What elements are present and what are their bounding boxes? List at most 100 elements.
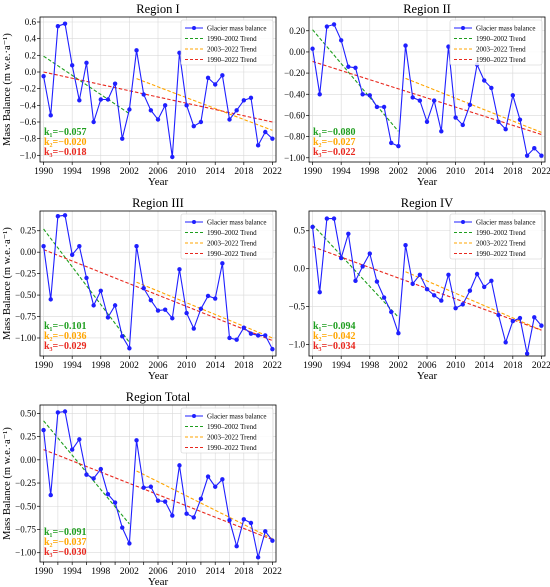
- legend: Glacier mass balance 1990–2002 Trend 2003–…: [180, 407, 274, 454]
- legend-swatch-marker: [192, 220, 196, 224]
- data-point: [424, 119, 430, 124]
- data-point: [403, 43, 408, 48]
- legend-item: 2003–2022 Trend: [454, 46, 526, 54]
- chart-title: Region IV: [401, 196, 453, 210]
- x-tick-label: 2002: [120, 361, 139, 371]
- slope-annotation: k₁=−0.080: [313, 127, 355, 138]
- data-point: [170, 513, 175, 518]
- x-tick-label: 2006: [149, 361, 168, 371]
- x-tick-label: 2022: [263, 361, 282, 371]
- x-tick-label: 2010: [177, 567, 196, 577]
- data-point: [48, 113, 53, 118]
- y-tick-label: −0.40: [284, 89, 305, 99]
- data-point: [263, 333, 268, 338]
- data-point: [41, 73, 46, 79]
- chart-title: Region I: [136, 2, 179, 16]
- data-point: [381, 295, 387, 300]
- chart-panel: 1990 1994 1998 2002 2006 2010 2014 2018 2022 −1.0…: [2, 196, 282, 382]
- data-point: [155, 117, 161, 122]
- y-tick-label: 0.25: [20, 432, 36, 442]
- data-point: [255, 555, 261, 560]
- data-point: [353, 278, 358, 284]
- trend-line: [43, 228, 130, 343]
- legend-item: Glacier mass balance: [185, 219, 266, 227]
- data-point: [431, 98, 437, 103]
- data-point: [84, 60, 89, 66]
- x-tick-label: 2002: [389, 167, 408, 177]
- data-point: [84, 472, 89, 477]
- data-point: [510, 93, 516, 98]
- data-point: [162, 307, 168, 312]
- data-point: [127, 107, 132, 112]
- data-point: [220, 261, 225, 266]
- slope-annotation: k₃=−0.034: [313, 341, 355, 352]
- chart-panel: 1990 1994 1998 2002 2006 2010 2014 2018 2022 −1.0…: [2, 390, 282, 587]
- slope-annotation: k₃=−0.030: [44, 547, 86, 558]
- x-tick-label: 2010: [177, 361, 196, 371]
- data-point: [389, 309, 394, 315]
- data-point: [482, 78, 487, 83]
- trend-line: [405, 271, 542, 331]
- data-point: [417, 98, 423, 103]
- x-tick-label: 2010: [446, 167, 465, 177]
- data-point: [41, 243, 46, 249]
- x-tick-label: 1998: [91, 167, 110, 177]
- x-tick-label: 1990: [34, 167, 53, 177]
- data-point: [112, 81, 118, 86]
- legend-swatch-marker: [192, 26, 196, 30]
- data-point: [62, 21, 68, 26]
- x-tick-label: 1994: [63, 167, 82, 177]
- legend-swatch-marker: [461, 220, 465, 224]
- trend-line: [43, 55, 130, 115]
- y-tick-label: −1.00: [284, 153, 305, 163]
- data-point: [453, 115, 458, 120]
- x-axis-label: Year: [417, 176, 438, 188]
- data-point: [263, 129, 268, 135]
- x-tick-label: 2018: [234, 361, 253, 371]
- data-point: [424, 286, 430, 292]
- data-point: [524, 351, 530, 356]
- slope-annotation: k₁=−0.094: [313, 321, 355, 332]
- y-axis-label: Mass Balance (m w.e.·a⁻¹): [2, 427, 13, 540]
- data-point: [389, 140, 394, 146]
- data-point: [55, 410, 61, 415]
- slope-annotation: k₁=−0.091: [44, 527, 86, 538]
- legend-label: Glacier mass balance: [207, 413, 266, 421]
- legend-box: [180, 407, 274, 454]
- y-tick-label: 0.00: [289, 47, 305, 57]
- data-point: [270, 538, 275, 543]
- slope-annotation: k₁=−0.101: [44, 321, 86, 332]
- data-point: [127, 541, 132, 546]
- x-tick-label: 2006: [418, 361, 437, 371]
- data-point: [105, 315, 111, 320]
- data-point: [331, 216, 337, 221]
- y-tick-label: −0.2: [20, 84, 36, 94]
- legend-label: 2003–2022 Trend: [476, 46, 526, 54]
- y-tick-label: −1.0: [289, 340, 306, 350]
- legend-label: 1990–2002 Trend: [476, 229, 526, 237]
- y-tick-label: −0.50: [15, 501, 36, 511]
- trend-line: [136, 281, 273, 339]
- data-point: [77, 243, 82, 249]
- x-tick-label: 2006: [418, 167, 437, 177]
- legend-item: Glacier mass balance: [185, 413, 266, 421]
- data-point: [446, 44, 451, 49]
- legend: Glacier mass balance 1990–2002 Trend 2003–…: [449, 213, 543, 260]
- x-tick-label: 2002: [389, 361, 408, 371]
- data-point: [248, 95, 254, 101]
- legend-swatch-marker: [192, 414, 196, 418]
- data-point: [310, 46, 315, 51]
- slope-annotation: k₃=−0.022: [313, 147, 355, 158]
- data-point: [91, 303, 96, 308]
- slope-annotation: k₂=−0.020: [44, 137, 86, 148]
- data-point: [177, 267, 182, 272]
- data-point: [148, 298, 154, 303]
- legend-item: 2003–2022 Trend: [454, 240, 526, 248]
- slope-annotation: k₃=−0.018: [44, 147, 86, 158]
- data-point: [234, 544, 239, 549]
- data-point: [396, 143, 401, 149]
- x-tick-label: 2002: [120, 567, 139, 577]
- x-tick-label: 2014: [475, 167, 494, 177]
- data-point: [48, 297, 53, 302]
- data-point: [120, 334, 125, 339]
